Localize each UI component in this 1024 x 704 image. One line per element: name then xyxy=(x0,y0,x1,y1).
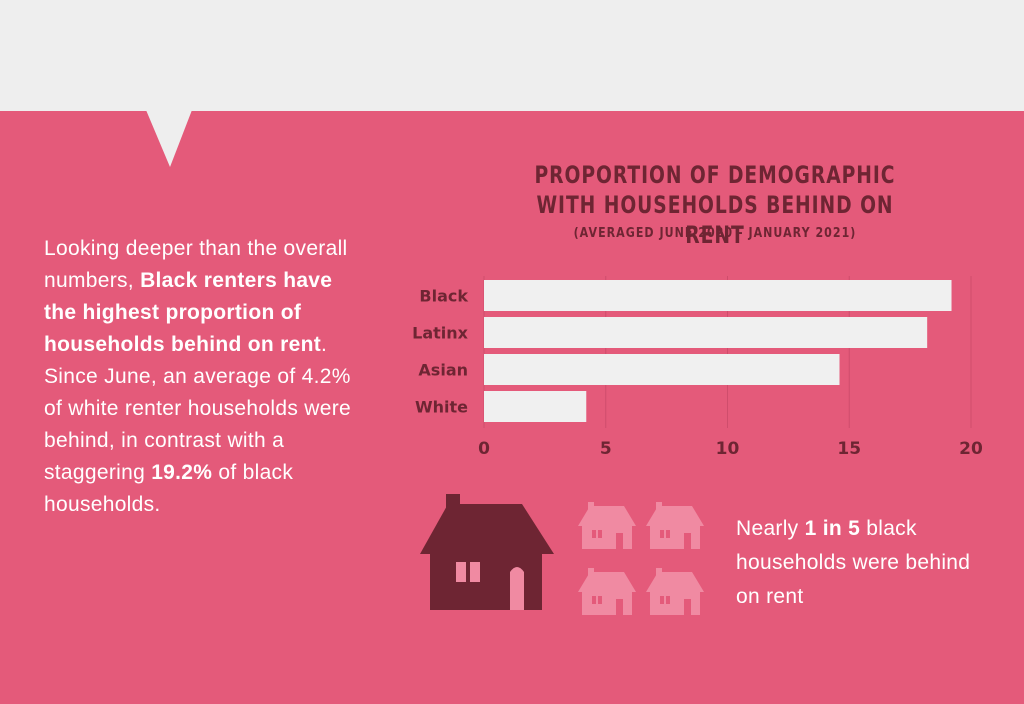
chart-title: PROPORTION OF DEMOGRAPHIC WITH HOUSEHOLD… xyxy=(534,161,896,249)
top-band xyxy=(0,0,1024,111)
small-houses xyxy=(578,502,704,615)
x-tick-label: 10 xyxy=(716,439,740,459)
category-label: Latinx xyxy=(412,324,469,343)
callout-bold: 1 in 5 xyxy=(804,517,861,540)
body-text: Looking deeper than the overall numbers,… xyxy=(44,233,364,521)
tick-layer: 0 5 10 15 20 xyxy=(478,439,983,459)
callout-pre: Nearly xyxy=(736,517,805,540)
bar-asian xyxy=(484,354,840,385)
x-tick-label: 15 xyxy=(837,439,861,459)
small-house-icon xyxy=(646,502,704,549)
small-house-icon xyxy=(578,502,636,549)
body-outro: of black households. xyxy=(44,461,294,516)
label-layer: Black Latinx Asian White xyxy=(412,287,469,417)
x-tick-label: 20 xyxy=(959,439,983,459)
bar-latinx xyxy=(484,317,928,348)
body-intro: Looking deeper than the overall numbers, xyxy=(44,237,348,292)
category-label: Asian xyxy=(418,361,468,380)
bar-black xyxy=(484,280,952,311)
x-tick-label: 5 xyxy=(600,439,612,459)
small-house-icon xyxy=(646,568,704,615)
bar-white xyxy=(484,391,587,422)
big-house-icon xyxy=(420,494,554,610)
body-middle: . Since June, an average of 4.2% of whit… xyxy=(44,333,351,484)
category-label: White xyxy=(415,398,468,417)
body-bold-percent: 19.2% xyxy=(151,461,213,484)
house-icons xyxy=(420,494,704,615)
callout-post: black households were behind on rent xyxy=(736,517,971,608)
bar-layer xyxy=(484,280,952,422)
callout-text: Nearly 1 in 5 black households were behi… xyxy=(736,512,996,614)
small-house-icon xyxy=(578,568,636,615)
category-label: Black xyxy=(419,287,468,306)
bar-chart: Black Latinx Asian White 0 5 10 15 20 xyxy=(412,276,983,459)
chart-subtitle: (AVERAGED JUNE 2020 - JANUARY 2021) xyxy=(573,226,857,241)
body-bold-highlight: Black renters have the highest proportio… xyxy=(44,269,333,356)
x-tick-label: 0 xyxy=(478,439,490,459)
